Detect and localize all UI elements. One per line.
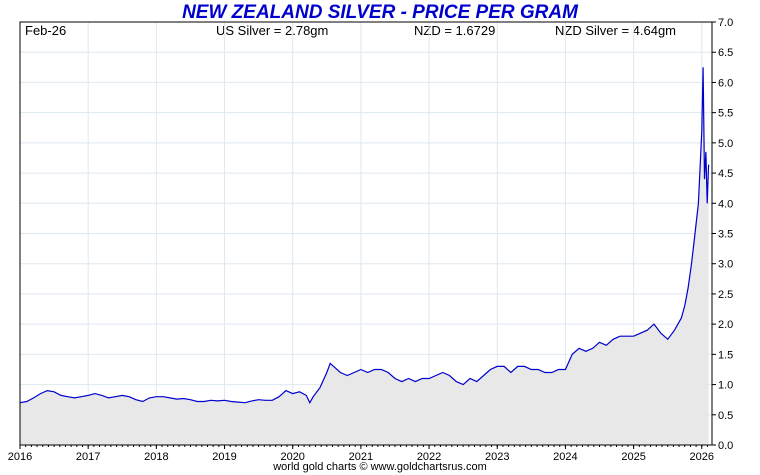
x-tick-label: 2025 <box>621 451 645 463</box>
y-tick-label: 6.0 <box>718 77 733 89</box>
nzd-rate-label: NZD = 1.6729 <box>414 23 496 38</box>
x-tick-label: 2024 <box>553 451 577 463</box>
chart-title: NEW ZEALAND SILVER - PRICE PER GRAM <box>182 2 578 23</box>
date-label: Feb-26 <box>25 23 67 38</box>
y-tick-label: 0.0 <box>718 440 733 452</box>
y-tick-label: 1.0 <box>718 380 733 392</box>
x-tick-label: 2020 <box>280 451 304 463</box>
x-tick-label: 2026 <box>690 451 714 463</box>
y-tick-label: 3.5 <box>718 229 733 241</box>
price-area-fill <box>20 67 709 446</box>
y-tick-label: 5.0 <box>718 138 733 150</box>
y-tick-label: 2.0 <box>718 319 733 331</box>
us-silver-label: US Silver = 2.78gm <box>216 23 329 38</box>
y-tick-label: 1.5 <box>718 349 733 361</box>
y-tick-label: 3.0 <box>718 259 733 271</box>
x-tick-label: 2019 <box>212 451 236 463</box>
y-tick-label: 6.5 <box>718 47 733 59</box>
y-axis: 0.0 0.5 1.0 1.5 2.0 2.5 3.0 3.5 4.0 4.5 5.0 5.5 6.0 6… <box>712 17 733 452</box>
x-tick-label: 2018 <box>144 451 168 463</box>
y-tick-label: 2.5 <box>718 289 733 301</box>
x-tick-label: 2023 <box>485 451 509 463</box>
y-tick-label: 4.5 <box>718 168 733 180</box>
x-axis: 2016 2017 2018 2019 2020 2021 2022 2023 2024 2025… <box>8 445 714 463</box>
x-tick-label: 2022 <box>417 451 441 463</box>
y-tick-label: 7.0 <box>718 17 733 29</box>
x-tick-label: 2021 <box>349 451 373 463</box>
nzd-silver-label: NZD Silver = 4.64gm <box>555 23 677 38</box>
price-line <box>19 67 710 404</box>
y-tick-label: 4.0 <box>718 198 733 210</box>
x-tick-label: 2016 <box>8 451 32 463</box>
source-credit: world gold charts © www.goldchartsrus.co… <box>273 461 487 473</box>
y-tick-label: 0.5 <box>718 410 733 422</box>
y-tick-label: 5.5 <box>718 108 733 120</box>
x-tick-label: 2017 <box>76 451 100 463</box>
